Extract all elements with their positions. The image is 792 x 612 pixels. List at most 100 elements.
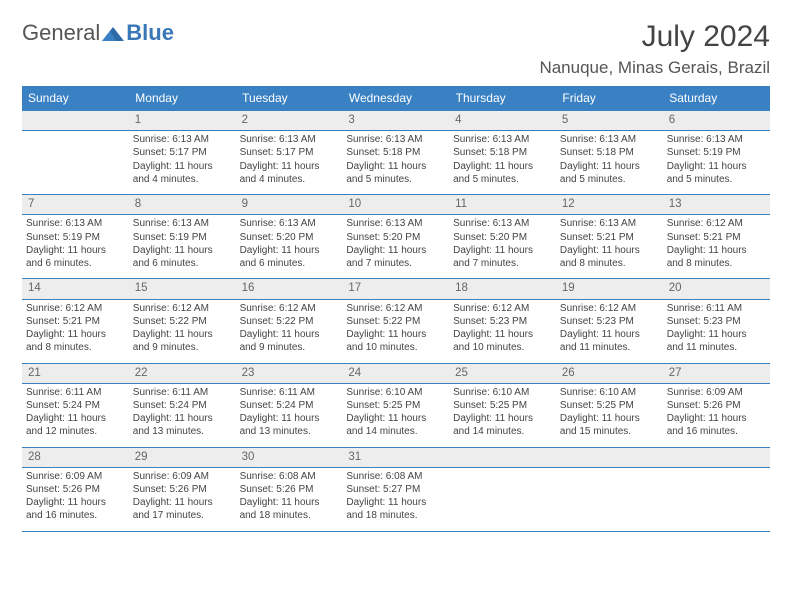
daylight-text-2: and 4 minutes. [133, 173, 232, 186]
day-cell: Sunrise: 6:08 AMSunset: 5:27 PMDaylight:… [342, 467, 449, 531]
sunrise-text: Sunrise: 6:12 AM [667, 217, 766, 230]
daylight-text-1: Daylight: 11 hours [453, 160, 552, 173]
daylight-text-2: and 5 minutes. [560, 173, 659, 186]
day-number-row: 14151617181920 [22, 279, 770, 299]
daylight-text-1: Daylight: 11 hours [346, 160, 445, 173]
day-cell: Sunrise: 6:12 AMSunset: 5:23 PMDaylight:… [556, 299, 663, 363]
day-cell: Sunrise: 6:13 AMSunset: 5:19 PMDaylight:… [22, 215, 129, 279]
sunset-text: Sunset: 5:25 PM [560, 399, 659, 412]
day-cell: Sunrise: 6:08 AMSunset: 5:26 PMDaylight:… [236, 467, 343, 531]
day-number: 6 [663, 111, 770, 131]
daylight-text-1: Daylight: 11 hours [667, 328, 766, 341]
sunrise-text: Sunrise: 6:13 AM [26, 217, 125, 230]
calendar-table: Sunday Monday Tuesday Wednesday Thursday… [22, 86, 770, 532]
daylight-text-2: and 5 minutes. [346, 173, 445, 186]
logo: General Blue [22, 20, 174, 46]
daylight-text-2: and 7 minutes. [346, 257, 445, 270]
daylight-text-1: Daylight: 11 hours [26, 412, 125, 425]
day-cell: Sunrise: 6:13 AMSunset: 5:17 PMDaylight:… [129, 131, 236, 195]
day-number [449, 447, 556, 467]
day-number: 11 [449, 195, 556, 215]
month-year: July 2024 [539, 20, 770, 54]
sunset-text: Sunset: 5:21 PM [667, 231, 766, 244]
day-details-row: Sunrise: 6:11 AMSunset: 5:24 PMDaylight:… [22, 383, 770, 447]
header: General Blue July 2024 Nanuque, Minas Ge… [22, 20, 770, 78]
day-number: 29 [129, 447, 236, 467]
sunset-text: Sunset: 5:20 PM [453, 231, 552, 244]
daylight-text-2: and 4 minutes. [240, 173, 339, 186]
daylight-text-2: and 13 minutes. [240, 425, 339, 438]
day-cell [556, 467, 663, 531]
daylight-text-1: Daylight: 11 hours [346, 496, 445, 509]
sunset-text: Sunset: 5:26 PM [133, 483, 232, 496]
sunrise-text: Sunrise: 6:13 AM [453, 217, 552, 230]
sunrise-text: Sunrise: 6:08 AM [240, 470, 339, 483]
day-cell: Sunrise: 6:13 AMSunset: 5:21 PMDaylight:… [556, 215, 663, 279]
calendar-page: General Blue July 2024 Nanuque, Minas Ge… [0, 0, 792, 552]
sunset-text: Sunset: 5:24 PM [133, 399, 232, 412]
daylight-text-2: and 6 minutes. [26, 257, 125, 270]
day-number [663, 447, 770, 467]
sunset-text: Sunset: 5:26 PM [667, 399, 766, 412]
day-cell: Sunrise: 6:11 AMSunset: 5:23 PMDaylight:… [663, 299, 770, 363]
sunrise-text: Sunrise: 6:13 AM [346, 133, 445, 146]
daylight-text-1: Daylight: 11 hours [26, 328, 125, 341]
day-number: 19 [556, 279, 663, 299]
day-cell: Sunrise: 6:13 AMSunset: 5:19 PMDaylight:… [129, 215, 236, 279]
daylight-text-2: and 6 minutes. [240, 257, 339, 270]
sunrise-text: Sunrise: 6:11 AM [240, 386, 339, 399]
sunrise-text: Sunrise: 6:08 AM [346, 470, 445, 483]
day-details-row: Sunrise: 6:13 AMSunset: 5:19 PMDaylight:… [22, 215, 770, 279]
sunrise-text: Sunrise: 6:12 AM [133, 302, 232, 315]
sunrise-text: Sunrise: 6:12 AM [560, 302, 659, 315]
day-header: Sunday [22, 86, 129, 111]
sunset-text: Sunset: 5:19 PM [667, 146, 766, 159]
day-cell: Sunrise: 6:12 AMSunset: 5:22 PMDaylight:… [342, 299, 449, 363]
day-cell: Sunrise: 6:10 AMSunset: 5:25 PMDaylight:… [449, 383, 556, 447]
day-number: 13 [663, 195, 770, 215]
day-header: Friday [556, 86, 663, 111]
daylight-text-1: Daylight: 11 hours [560, 328, 659, 341]
sunset-text: Sunset: 5:18 PM [560, 146, 659, 159]
day-cell: Sunrise: 6:09 AMSunset: 5:26 PMDaylight:… [22, 467, 129, 531]
daylight-text-1: Daylight: 11 hours [667, 412, 766, 425]
day-cell: Sunrise: 6:10 AMSunset: 5:25 PMDaylight:… [556, 383, 663, 447]
daylight-text-1: Daylight: 11 hours [26, 496, 125, 509]
sunset-text: Sunset: 5:18 PM [453, 146, 552, 159]
daylight-text-2: and 18 minutes. [346, 509, 445, 522]
daylight-text-2: and 12 minutes. [26, 425, 125, 438]
daylight-text-1: Daylight: 11 hours [346, 328, 445, 341]
daylight-text-1: Daylight: 11 hours [133, 328, 232, 341]
day-cell: Sunrise: 6:13 AMSunset: 5:20 PMDaylight:… [236, 215, 343, 279]
daylight-text-2: and 16 minutes. [26, 509, 125, 522]
daylight-text-2: and 13 minutes. [133, 425, 232, 438]
daylight-text-1: Daylight: 11 hours [346, 244, 445, 257]
day-number: 15 [129, 279, 236, 299]
daylight-text-2: and 8 minutes. [26, 341, 125, 354]
day-number: 31 [342, 447, 449, 467]
day-cell: Sunrise: 6:09 AMSunset: 5:26 PMDaylight:… [663, 383, 770, 447]
sunset-text: Sunset: 5:23 PM [667, 315, 766, 328]
day-number: 5 [556, 111, 663, 131]
day-number: 30 [236, 447, 343, 467]
sunrise-text: Sunrise: 6:11 AM [133, 386, 232, 399]
sunrise-text: Sunrise: 6:13 AM [133, 217, 232, 230]
day-cell: Sunrise: 6:13 AMSunset: 5:17 PMDaylight:… [236, 131, 343, 195]
daylight-text-2: and 5 minutes. [453, 173, 552, 186]
day-cell: Sunrise: 6:12 AMSunset: 5:21 PMDaylight:… [663, 215, 770, 279]
day-number [22, 111, 129, 131]
day-number: 9 [236, 195, 343, 215]
sunrise-text: Sunrise: 6:09 AM [667, 386, 766, 399]
day-cell: Sunrise: 6:13 AMSunset: 5:19 PMDaylight:… [663, 131, 770, 195]
daylight-text-1: Daylight: 11 hours [453, 412, 552, 425]
day-number: 14 [22, 279, 129, 299]
day-details-row: Sunrise: 6:09 AMSunset: 5:26 PMDaylight:… [22, 467, 770, 531]
day-cell [663, 467, 770, 531]
sunrise-text: Sunrise: 6:12 AM [240, 302, 339, 315]
day-number: 18 [449, 279, 556, 299]
day-cell: Sunrise: 6:13 AMSunset: 5:18 PMDaylight:… [342, 131, 449, 195]
daylight-text-1: Daylight: 11 hours [453, 328, 552, 341]
day-number [556, 447, 663, 467]
daylight-text-1: Daylight: 11 hours [667, 160, 766, 173]
day-header: Monday [129, 86, 236, 111]
